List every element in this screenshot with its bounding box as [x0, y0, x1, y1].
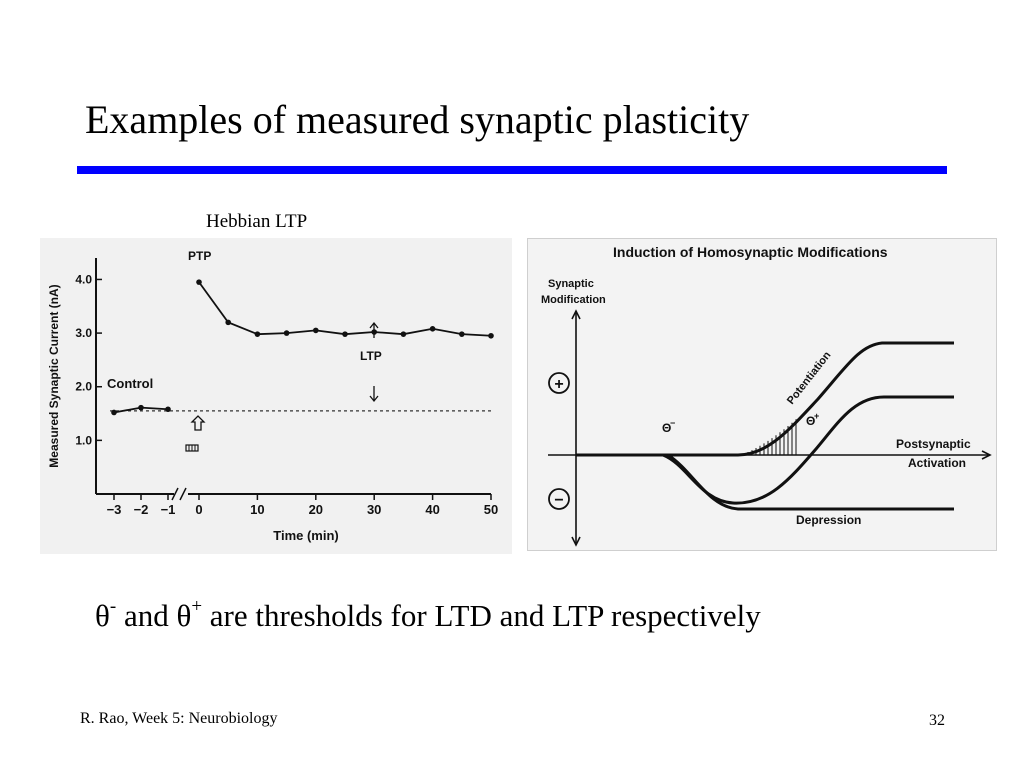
- control-series-point: [111, 409, 117, 416]
- svg-text:−: −: [670, 418, 675, 428]
- x-tick-label: −2: [134, 502, 149, 517]
- x-tick-label: −1: [161, 502, 176, 517]
- potentiation-shaded-region: [739, 419, 797, 455]
- bcm-chart-title: Induction of Homosynaptic Modifications: [613, 244, 888, 260]
- ltp-chart-panel: 1.0 2.0 3.0 4.0 −3 −2 −1 0 10 20 30 40 50 Measured …: [40, 238, 512, 554]
- x-tick-label: 50: [484, 502, 498, 517]
- x-axis-label-line2: Activation: [908, 456, 966, 470]
- y-tick-group: 1.0 2.0 3.0 4.0: [75, 272, 102, 447]
- ltp-series-point: [342, 331, 348, 337]
- title-underline: [77, 166, 947, 174]
- bcm-chart-panel: Induction of Homosynaptic Modifications …: [527, 238, 997, 551]
- x-tick-label: 30: [367, 502, 381, 517]
- svg-text:Θ: Θ: [806, 414, 815, 428]
- ltp-series-point: [283, 330, 290, 336]
- page-number: 32: [929, 712, 945, 729]
- bcm-y-axis-label-line1: Synaptic: [548, 278, 594, 290]
- tetanus-bar-icon: [185, 444, 199, 452]
- control-label: Control: [107, 376, 153, 391]
- theta-plus-superscript: +: [191, 595, 203, 617]
- bcm-y-axis-arrowhead: [571, 309, 581, 320]
- net-modification-curve: [576, 395, 954, 505]
- ltp-series-point: [459, 331, 465, 337]
- ltp-series-point: [429, 326, 436, 332]
- y-tick-label: 2.0: [75, 380, 92, 394]
- ltp-series-point: [254, 331, 261, 337]
- ltp-label: LTP: [360, 349, 382, 363]
- potentiation-label: Potentiation: [785, 349, 834, 407]
- statement-and: and: [116, 598, 177, 633]
- theta-minus-label: Θ −: [662, 418, 675, 435]
- svg-text:+: +: [814, 411, 819, 421]
- ltp-series-line: [198, 281, 492, 337]
- theta-minus-superscript: -: [109, 595, 117, 617]
- theta-plus-label: Θ +: [806, 411, 819, 428]
- series-group: [111, 279, 494, 416]
- x-tick-label: 0: [195, 502, 202, 517]
- depression-curve: [576, 453, 954, 511]
- stimulus-arrow-icon: [190, 415, 206, 431]
- ltp-chart: 1.0 2.0 3.0 4.0 −3 −2 −1 0 10 20 30 40 50 Measured …: [47, 249, 498, 543]
- svg-text:+: +: [554, 376, 563, 393]
- depression-label: Depression: [796, 513, 861, 527]
- y-tick-label: 3.0: [75, 326, 92, 340]
- ltp-series-point: [313, 327, 319, 334]
- plus-circle-icon: +: [548, 372, 570, 394]
- footer-course-label: R. Rao, Week 5: Neurobiology: [80, 710, 278, 727]
- ltp-series-point: [400, 331, 407, 337]
- theta-plus-symbol: θ: [176, 598, 192, 633]
- y-axis-label: Measured Synaptic Current (nA): [47, 284, 61, 467]
- y-tick-label: 4.0: [75, 272, 92, 286]
- y-tick-label: 1.0: [75, 433, 92, 447]
- slide-title: Examples of measured synaptic plasticity: [85, 97, 750, 142]
- x-tick-label: 40: [425, 502, 439, 517]
- svg-text:−: −: [554, 492, 563, 509]
- bcm-x-axis-arrowhead: [981, 450, 992, 460]
- ltp-series-point: [488, 332, 494, 339]
- bcm-y-axis-arrowhead-bottom: [571, 536, 581, 547]
- up-arrow-icon: [369, 321, 379, 338]
- ltp-series-point: [225, 319, 231, 326]
- statement-rest: are thresholds for LTD and LTP respectiv…: [202, 598, 761, 633]
- figure-caption: Hebbian LTP: [206, 211, 308, 232]
- x-tick-label: −3: [107, 502, 122, 517]
- svg-text:Θ: Θ: [662, 421, 671, 435]
- control-series-point: [165, 406, 171, 413]
- bcm-y-axis-label-line2: Modification: [541, 294, 606, 306]
- x-tick-label: 20: [309, 502, 323, 517]
- down-arrow-icon: [369, 386, 379, 403]
- threshold-statement: θ- and θ+ are thresholds for LTD and LTP…: [95, 595, 761, 634]
- control-series-point: [138, 404, 144, 411]
- x-tick-label: 10: [250, 502, 264, 517]
- x-tick-group: −3 −2 −1 0 10 20 30 40 50: [107, 494, 498, 517]
- x-axis-label-line1: Postsynaptic: [896, 437, 971, 451]
- ptp-label: PTP: [188, 249, 211, 263]
- minus-circle-icon: −: [548, 488, 570, 510]
- theta-minus-symbol: θ: [95, 598, 110, 633]
- ltp-series-point: [196, 279, 202, 285]
- x-axis-label: Time (min): [273, 528, 339, 543]
- bcm-chart: Induction of Homosynaptic Modifications …: [541, 244, 992, 547]
- axis-break-marks: [171, 487, 187, 501]
- potentiation-curve: [576, 341, 954, 457]
